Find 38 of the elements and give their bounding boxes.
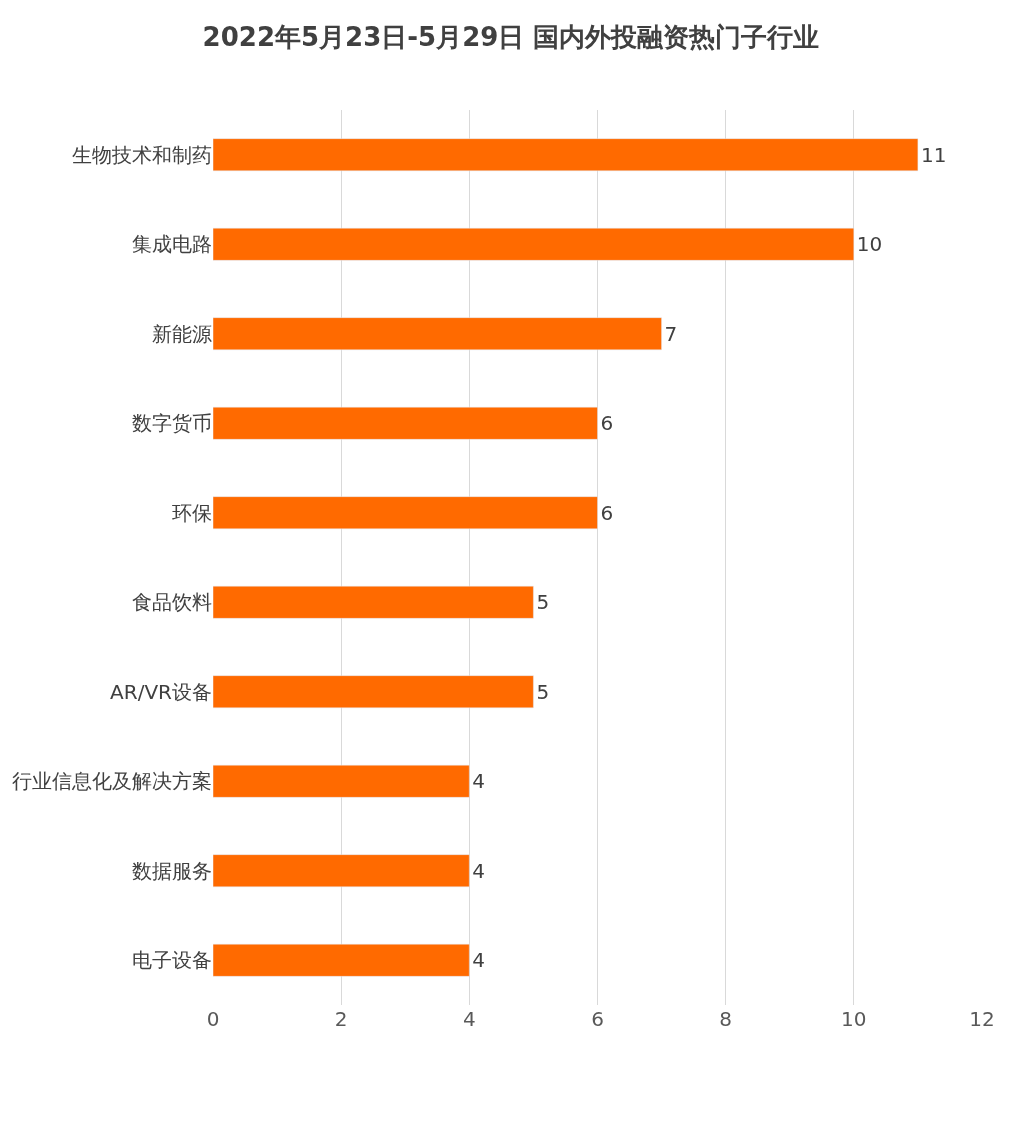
bar	[213, 496, 598, 530]
bar	[213, 675, 534, 709]
bar	[213, 764, 470, 798]
data-label: 4	[472, 858, 486, 883]
data-label: 5	[536, 679, 550, 704]
bar	[213, 854, 470, 888]
y-tick-label: 集成电路	[132, 232, 212, 257]
x-tick-label: 2	[334, 1007, 348, 1031]
data-label: 4	[472, 948, 486, 973]
y-tick-label: 环保	[172, 500, 212, 525]
data-label: 11	[920, 142, 947, 167]
y-tick-label: 行业信息化及解决方案	[12, 769, 212, 794]
y-tick-label: 数据服务	[132, 858, 212, 883]
x-tick-label: 8	[719, 1007, 733, 1031]
data-label: 4	[472, 769, 486, 794]
bar	[213, 943, 470, 977]
bar	[213, 585, 534, 619]
data-label: 6	[600, 411, 614, 436]
data-label: 10	[856, 232, 883, 257]
data-label: 6	[600, 500, 614, 525]
bar	[213, 138, 919, 172]
y-tick-label: 数字货币	[132, 411, 212, 436]
x-tick-label: 4	[462, 1007, 476, 1031]
data-label: 7	[664, 321, 678, 346]
y-tick-label: 电子设备	[132, 948, 212, 973]
chart-title: 2022年5月23日-5月29日 国内外投融资热门子行业	[202, 22, 820, 53]
y-tick-label: 生物技术和制药	[72, 142, 212, 167]
bar	[213, 406, 598, 440]
x-tick-label: 10	[841, 1007, 867, 1031]
data-label: 5	[536, 590, 550, 615]
x-tick-label: 6	[591, 1007, 604, 1031]
y-tick-label: 食品饮料	[132, 590, 212, 615]
bar	[213, 317, 662, 351]
x-tick-label: 12	[969, 1007, 995, 1031]
y-tick-label: AR/VR设备	[110, 679, 212, 704]
x-tick-label: 0	[206, 1007, 220, 1031]
y-tick-label: 新能源	[152, 321, 212, 346]
bar	[213, 227, 855, 261]
